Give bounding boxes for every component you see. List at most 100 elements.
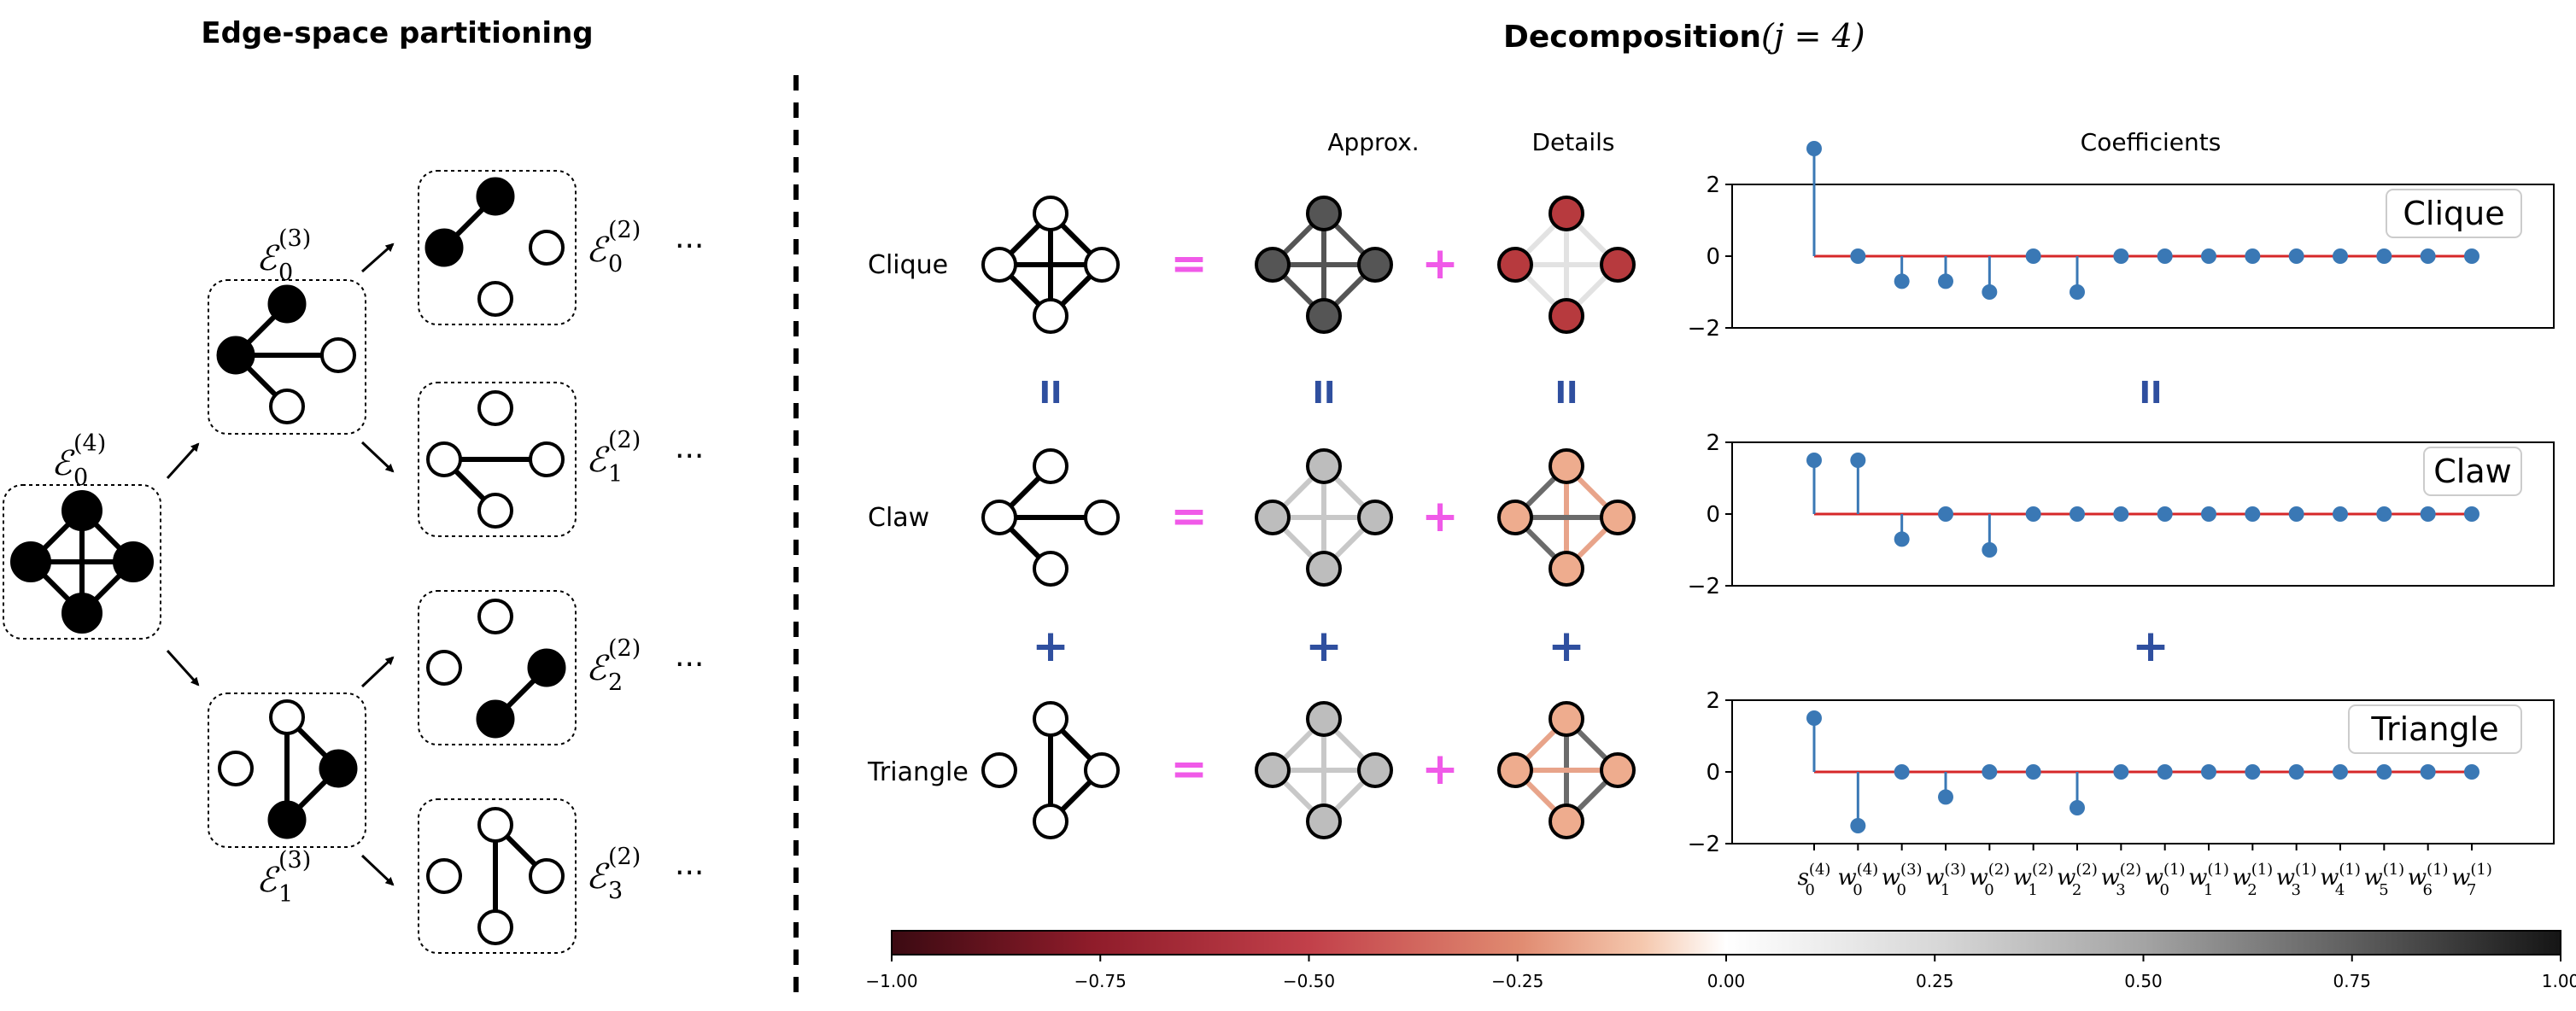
stem-marker bbox=[2420, 764, 2436, 780]
coefficient-chart-claw: 2 0 −2 Claw bbox=[1688, 430, 2555, 599]
svg-text:···: ··· bbox=[675, 856, 704, 891]
x-tick-label: w(2) 3 bbox=[2100, 861, 2141, 899]
y-tick-label: 0 bbox=[1706, 502, 1720, 528]
stem-marker bbox=[2201, 764, 2216, 780]
stem-marker bbox=[2420, 506, 2436, 522]
stem-marker bbox=[2157, 248, 2173, 264]
graph-clique-original bbox=[981, 196, 1120, 334]
row-label-triangle: Triangle bbox=[867, 757, 969, 787]
legend-label: Claw bbox=[2433, 453, 2511, 490]
stem-marker bbox=[2070, 506, 2085, 522]
legend-label: Clique bbox=[2403, 195, 2504, 232]
stem-marker bbox=[2333, 248, 2348, 264]
right-panel-title: Decomposition (j = 4) bbox=[1503, 17, 1865, 55]
svg-text:(2): (2) bbox=[608, 427, 641, 453]
svg-text:ℰ: ℰ bbox=[51, 444, 75, 483]
operators: = + = + = + II II II II + + + + bbox=[1032, 238, 2169, 795]
svg-text:Decomposition: Decomposition bbox=[1503, 20, 1761, 55]
chart-legend: Triangle bbox=[2348, 704, 2522, 754]
arrow-e3-0-to-e2-1 bbox=[360, 441, 395, 473]
y-tick-label: −2 bbox=[1688, 832, 1720, 857]
stem-marker bbox=[2333, 764, 2348, 780]
graph-clique-approx bbox=[1255, 196, 1393, 334]
column-header-details: Details bbox=[1531, 128, 1614, 156]
stem-marker bbox=[2070, 284, 2085, 300]
svg-text:1: 1 bbox=[608, 461, 623, 488]
stem-marker bbox=[2288, 248, 2304, 264]
column-header-coefficients: Coefficients bbox=[2081, 128, 2222, 156]
stem-marker bbox=[2201, 506, 2216, 522]
graph-e3-0 bbox=[216, 284, 356, 424]
plus-sign: + bbox=[1421, 238, 1459, 289]
colorbar-tick-label: 1.00 bbox=[2542, 971, 2576, 991]
svg-text:(4): (4) bbox=[73, 430, 106, 457]
stem-marker bbox=[1982, 284, 1998, 300]
row-label-claw: Claw bbox=[868, 503, 929, 533]
graph-e2-0 bbox=[424, 177, 565, 317]
stem-marker bbox=[2333, 506, 2348, 522]
svg-text:3: 3 bbox=[608, 878, 623, 904]
label-e2-0: ℰ (2) 0 ··· bbox=[586, 217, 704, 278]
svg-text:···: ··· bbox=[675, 229, 704, 264]
y-tick-label: −2 bbox=[1688, 574, 1720, 599]
chart-legend: Claw bbox=[2423, 447, 2522, 496]
graph-claw-details bbox=[1497, 448, 1636, 587]
plus-sign-blue: + bbox=[1548, 621, 1585, 672]
plus-sign-blue: + bbox=[1305, 621, 1343, 672]
graph-e2-3 bbox=[426, 807, 565, 945]
plus-sign-blue: + bbox=[1032, 621, 1069, 672]
row-label-clique: Clique bbox=[868, 250, 948, 280]
plus-sign: + bbox=[1421, 491, 1459, 542]
equals-sign: = bbox=[1170, 491, 1208, 542]
stem-marker bbox=[2376, 248, 2392, 264]
y-tick-label: 2 bbox=[1706, 430, 1720, 456]
arrow-e4-to-e3-1 bbox=[166, 649, 200, 687]
x-tick-label: w(1) 3 bbox=[2276, 861, 2317, 899]
parallel-sign: II bbox=[1313, 376, 1336, 411]
box-e3-1 bbox=[208, 693, 366, 848]
svg-text:0: 0 bbox=[608, 251, 623, 278]
y-tick-label: 0 bbox=[1706, 244, 1720, 270]
x-tick-label: w(1) 7 bbox=[2451, 861, 2492, 899]
column-header-approx: Approx. bbox=[1327, 128, 1419, 156]
x-tick-label: w(1) 5 bbox=[2363, 861, 2404, 899]
graph-e2-1 bbox=[426, 390, 565, 529]
stem-marker bbox=[2464, 764, 2479, 780]
chart-legend: Clique bbox=[2386, 189, 2522, 238]
stem-marker bbox=[2070, 800, 2085, 815]
colorbar: −1.00 −0.75 −0.50 −0.25 0.00 0.25 0.50 0.75 1.00 bbox=[865, 930, 2576, 991]
stem-marker bbox=[2288, 764, 2304, 780]
stem-marker bbox=[2464, 248, 2479, 264]
stem-marker bbox=[2113, 248, 2129, 264]
label-e3-0: ℰ (3) 0 bbox=[256, 225, 311, 286]
parallel-sign: II bbox=[2140, 376, 2163, 411]
svg-text:···: ··· bbox=[675, 647, 704, 682]
svg-text:ℰ: ℰ bbox=[586, 649, 610, 688]
stem-marker bbox=[2157, 764, 2173, 780]
graph-e4 bbox=[10, 490, 154, 634]
equals-sign: = bbox=[1170, 744, 1208, 795]
x-tick-label: w(1) 1 bbox=[2188, 861, 2229, 899]
stem-marker bbox=[1850, 453, 1866, 468]
svg-text:ℰ: ℰ bbox=[256, 239, 280, 278]
graph-triangle-approx bbox=[1255, 701, 1393, 839]
svg-text:(2): (2) bbox=[608, 635, 641, 662]
label-e4: ℰ (4) 0 bbox=[51, 430, 106, 491]
coefficient-chart-clique: 2 0 −2 Clique bbox=[1688, 141, 2555, 342]
stem-marker bbox=[1850, 248, 1866, 264]
stem-marker bbox=[2025, 248, 2041, 264]
colorbar-tick-label: −0.25 bbox=[1491, 971, 1543, 991]
colorbar-tick-label: −0.50 bbox=[1283, 971, 1335, 991]
stem-marker bbox=[1982, 542, 1998, 558]
box-e2-1 bbox=[418, 382, 577, 537]
svg-text:ℰ: ℰ bbox=[586, 441, 610, 480]
x-tick-label: w(2) 2 bbox=[2057, 861, 2098, 899]
stem-marker bbox=[1894, 273, 1910, 289]
stem-marker bbox=[1806, 710, 1822, 726]
stem-marker bbox=[1938, 273, 1953, 289]
legend-label: Triangle bbox=[2370, 710, 2498, 748]
stem-marker bbox=[2464, 506, 2479, 522]
colorbar-tick-label: 0.50 bbox=[2124, 971, 2163, 991]
label-e2-3: ℰ (2) 3 ··· bbox=[586, 844, 704, 904]
